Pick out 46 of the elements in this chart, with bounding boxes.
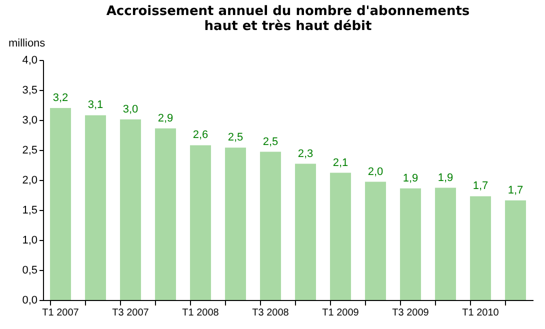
x-tick-label: T3 2008 [252, 308, 290, 318]
data-label: 3,1 [88, 99, 104, 112]
bar [470, 196, 491, 300]
bar [260, 152, 281, 300]
bar [155, 128, 176, 300]
x-tick-label: T1 2007 [42, 308, 80, 318]
data-label: 2,1 [332, 156, 348, 169]
y-tick-label: 3,0 [22, 114, 38, 126]
x-tick-label: T1 2008 [182, 308, 220, 318]
y-tick-label: 2,5 [22, 144, 38, 156]
bar [365, 182, 386, 300]
bar [400, 188, 421, 300]
bar [330, 172, 351, 300]
data-label: 3,0 [122, 103, 138, 116]
bar [120, 119, 141, 300]
bar [435, 188, 456, 300]
y-tick-label: 3,5 [22, 84, 38, 96]
x-tick-label: T1 2010 [462, 308, 500, 318]
data-label: 1,7 [508, 184, 524, 196]
data-label: 1,9 [402, 172, 418, 184]
y-tick-label: 0,0 [22, 294, 38, 306]
bar [295, 164, 316, 300]
data-label: 2,6 [192, 129, 208, 142]
data-label: 2,9 [158, 112, 174, 124]
x-tick-label: T1 2009 [322, 308, 360, 318]
x-tick-label: T3 2009 [392, 308, 430, 318]
y-tick-label: 4,0 [22, 54, 38, 66]
data-label: 1,9 [438, 172, 454, 184]
data-label: 2,5 [262, 136, 278, 148]
data-label: 2,3 [298, 148, 314, 160]
data-label: 3,2 [52, 92, 68, 104]
x-tick-label: T3 2007 [112, 308, 150, 318]
y-tick-label: 0,5 [22, 264, 38, 276]
data-label: 2,5 [228, 132, 244, 144]
bar [85, 115, 106, 300]
bar [225, 148, 246, 300]
data-label: 1,7 [472, 180, 488, 192]
y-tick-label: 1,0 [22, 234, 38, 246]
bar [505, 200, 526, 300]
y-tick-label: 2,0 [22, 174, 38, 186]
chart-title: Accroissement annuel du nombre d'abonnements haut et très haut débit [106, 4, 470, 34]
bar [190, 145, 211, 300]
y-tick-label: 1,5 [22, 204, 38, 216]
bar [50, 108, 71, 300]
data-label: 2,0 [368, 166, 384, 178]
y-axis-title: millions [8, 38, 46, 50]
